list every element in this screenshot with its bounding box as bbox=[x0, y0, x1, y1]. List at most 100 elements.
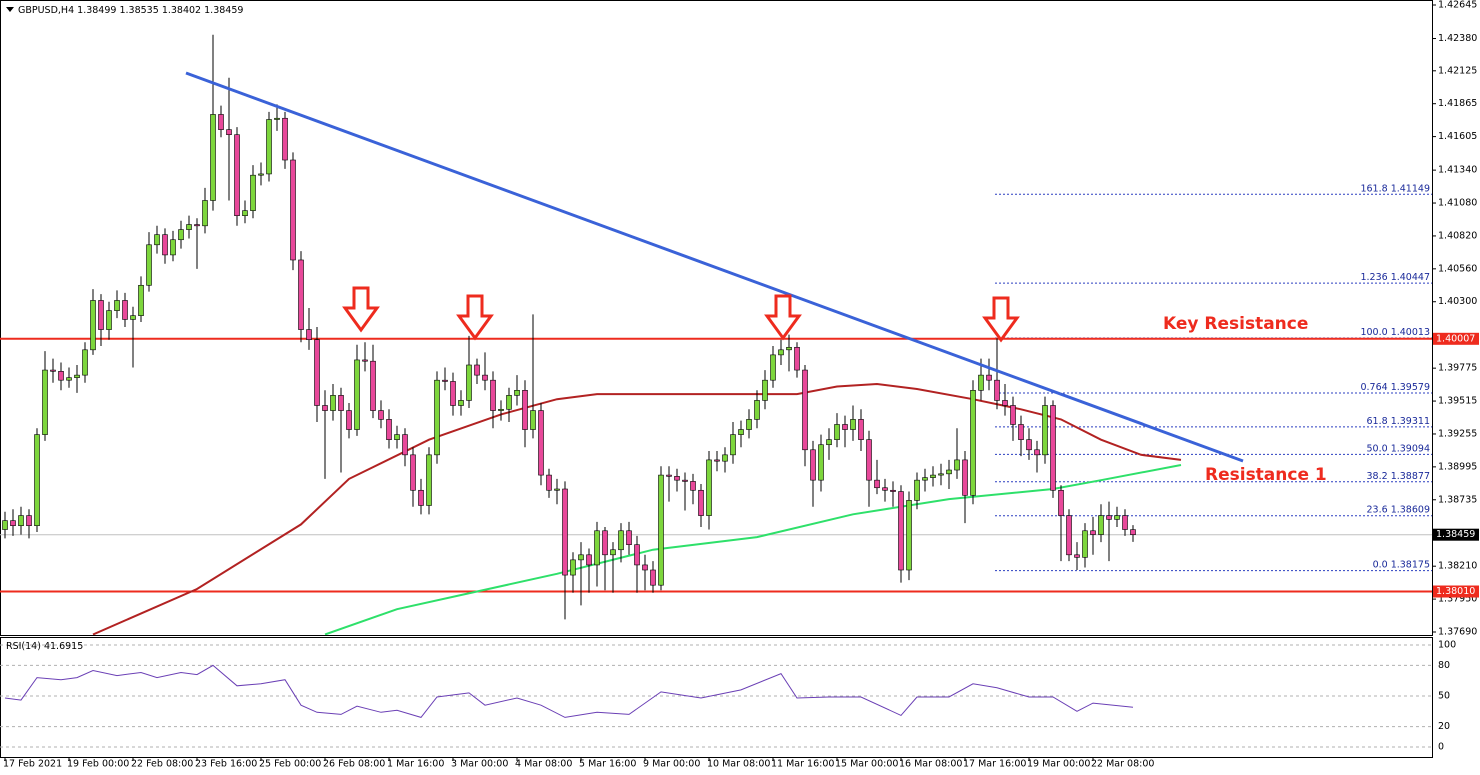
candle-body bbox=[378, 410, 384, 420]
candle-body bbox=[18, 515, 24, 527]
rsi-tick-label: 100 bbox=[1438, 640, 1456, 651]
candle-body bbox=[746, 419, 752, 430]
candle-body bbox=[1098, 515, 1104, 535]
y-tick-label: 1.42645 bbox=[1438, 0, 1477, 11]
candle-body bbox=[602, 530, 608, 556]
candle-body bbox=[114, 300, 120, 311]
candle-body bbox=[882, 487, 888, 491]
level-box bbox=[1433, 332, 1479, 345]
candle-body bbox=[866, 439, 872, 481]
candle-body bbox=[1026, 439, 1032, 451]
y-tick-label: 1.39775 bbox=[1438, 363, 1477, 374]
candle-body bbox=[682, 479, 688, 482]
x-tick-label: 16 Mar 08:00 bbox=[899, 759, 962, 770]
candle-body bbox=[834, 424, 840, 440]
candle-body bbox=[154, 234, 160, 246]
candle-body bbox=[914, 479, 920, 501]
candle-body bbox=[850, 419, 856, 430]
rsi-plot bbox=[0, 644, 1432, 748]
candle-body bbox=[946, 469, 952, 475]
candle-body bbox=[1090, 530, 1096, 535]
candle-body bbox=[586, 554, 592, 566]
x-tick-label: 10 Mar 08:00 bbox=[707, 759, 770, 770]
candle-body bbox=[338, 395, 344, 411]
price-plot: 161.8 1.41149 1.236 1.40447 100.0 1.40013 0… bbox=[0, 34, 1432, 635]
rsi-line bbox=[4, 664, 1134, 718]
candle-body bbox=[58, 371, 64, 381]
x-tick-label: 15 Mar 00:00 bbox=[835, 759, 898, 770]
candle-body bbox=[642, 564, 648, 571]
plot-frame bbox=[0, 0, 1433, 636]
candle-body bbox=[290, 159, 296, 261]
rsi-name: RSI(14) bbox=[6, 641, 41, 652]
candle-body bbox=[458, 400, 464, 406]
candle-body bbox=[386, 419, 392, 440]
candle-body bbox=[626, 530, 632, 545]
fib-price: 1.38877 bbox=[1391, 470, 1430, 481]
candle-body bbox=[650, 569, 656, 586]
moving-average bbox=[324, 464, 1182, 635]
candle-body bbox=[938, 473, 944, 476]
x-tick-label: 3 Mar 00:00 bbox=[451, 759, 508, 770]
candle-body bbox=[730, 434, 736, 456]
candle-body bbox=[98, 300, 104, 330]
candle-body bbox=[202, 200, 208, 227]
candle-body bbox=[10, 520, 16, 527]
candle-body bbox=[466, 364, 472, 401]
x-tick-label: 17 Mar 16:00 bbox=[963, 759, 1026, 770]
candle-body bbox=[770, 354, 776, 381]
y-tick-label: 1.41080 bbox=[1438, 198, 1477, 209]
candle-body bbox=[314, 339, 320, 406]
candle-body bbox=[1050, 405, 1056, 491]
arrows bbox=[342, 286, 1020, 343]
candle-body bbox=[714, 459, 720, 462]
fib-label: 0.764 1.39579 bbox=[1360, 381, 1430, 392]
drawings: GBPUSD,H4 1.38499 1.38535 1.38402 1.3845… bbox=[6, 5, 1327, 652]
x-tick-label: 1 Mar 16:00 bbox=[387, 759, 444, 770]
fib-label: 100.0 1.40013 bbox=[1360, 327, 1430, 338]
candle-body bbox=[538, 410, 544, 476]
arrow bbox=[342, 286, 380, 333]
fib-level: 100.0 bbox=[1360, 327, 1387, 338]
candle-body bbox=[306, 329, 312, 340]
menu-triangle bbox=[6, 7, 14, 12]
chart-header: GBPUSD,H4 1.38499 1.38535 1.38402 1.3845… bbox=[18, 5, 243, 16]
symbol: GBPUSD,H4 bbox=[18, 5, 74, 16]
candle-body bbox=[162, 234, 168, 256]
rsi-value: 41.6915 bbox=[44, 641, 83, 652]
fib-label: 1.236 1.40447 bbox=[1360, 272, 1430, 283]
candle-body bbox=[82, 349, 88, 376]
candle-body bbox=[530, 410, 536, 430]
x-tick-label: 11 Mar 16:00 bbox=[771, 759, 834, 770]
candle-body bbox=[666, 474, 672, 477]
candle-body bbox=[354, 359, 360, 430]
y-tick-label: 1.40820 bbox=[1438, 230, 1477, 241]
candle-body bbox=[50, 369, 56, 372]
candle-body bbox=[1114, 515, 1120, 520]
x-tick-label: 25 Feb 00:00 bbox=[259, 759, 321, 770]
close: 1.38459 bbox=[204, 5, 243, 16]
fib-price: 1.39311 bbox=[1391, 415, 1430, 426]
rsi-frame bbox=[0, 637, 1433, 758]
fib-label: 0.0 1.38175 bbox=[1373, 559, 1430, 570]
candle-body bbox=[266, 119, 272, 175]
candle-body bbox=[418, 489, 424, 506]
candle-body bbox=[898, 491, 904, 571]
trend-line bbox=[185, 71, 1244, 463]
fib-level: 61.8 bbox=[1367, 415, 1388, 426]
candle-body bbox=[842, 424, 848, 430]
x-tick-label: 22 Feb 08:00 bbox=[131, 759, 193, 770]
candle-body bbox=[42, 369, 48, 435]
candle-body bbox=[514, 390, 520, 396]
moving-average bbox=[92, 382, 1182, 635]
candle-body bbox=[818, 444, 824, 481]
fib-price: 1.40447 bbox=[1391, 272, 1430, 283]
x-tick-label: 4 Mar 08:00 bbox=[515, 759, 572, 770]
candle-body bbox=[690, 481, 696, 491]
fib-level: 161.8 bbox=[1360, 183, 1387, 194]
level-label: 1.40007 bbox=[1436, 333, 1475, 344]
fib-level: 0.0 bbox=[1373, 559, 1388, 570]
rsi-tick-label: 20 bbox=[1438, 721, 1450, 732]
y-tick-label: 1.41865 bbox=[1438, 98, 1477, 109]
